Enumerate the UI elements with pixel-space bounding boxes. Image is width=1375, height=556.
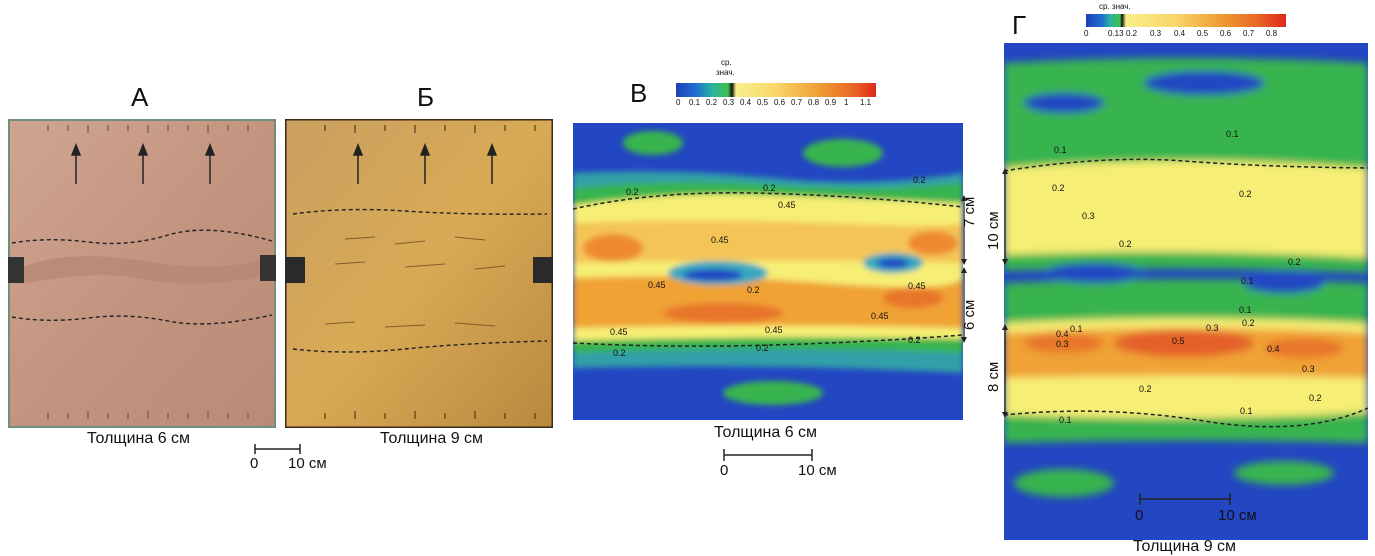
- contour-label: 0.2: [1139, 384, 1152, 394]
- legend-v-tick: 1: [844, 98, 849, 107]
- contour-label: 0.2: [613, 348, 626, 358]
- scale-bar-v: [720, 448, 820, 462]
- heatmap-v: 0.2 0.2 0.45 0.2 0.45 0.45 0.2 0.45 0.45…: [573, 123, 963, 420]
- legend-g-tick: 0.6: [1220, 29, 1232, 38]
- contour-label: 0.3: [1056, 339, 1069, 349]
- contour-label: 0.2: [1239, 189, 1252, 199]
- legend-v-tick: 0.9: [825, 98, 837, 107]
- zone-g-lower-label: 8 см: [985, 361, 1002, 392]
- scale-g-zero: 0: [1135, 507, 1144, 524]
- photo-a: [8, 119, 276, 428]
- legend-g-title: ср. знач.: [1099, 2, 1131, 11]
- legend-v-tick: 0.8: [808, 98, 820, 107]
- heatmap-g: 0.1 0.1 0.2 0.2 0.3 0.2 0.2 0.1 0.1 0.2 …: [1004, 43, 1368, 540]
- contour-label: 0.1: [1054, 145, 1067, 155]
- contour-label: 0.2: [1052, 183, 1065, 193]
- legend-v-title-1: ср.: [721, 58, 732, 67]
- legend-v-tick: 1.1: [860, 98, 872, 107]
- legend-v-tick: 0.2: [706, 98, 718, 107]
- contour-label: 0.2: [908, 335, 921, 345]
- contour-label: 0.3: [1302, 364, 1315, 374]
- contour-label: 0.45: [610, 327, 628, 337]
- zone-bracket-v: [958, 195, 970, 345]
- caption-b: Толщина 9 см: [380, 430, 484, 447]
- panel-letter-a: А: [131, 82, 149, 112]
- contour-label: 0.1: [1070, 324, 1083, 334]
- legend-v-colorbar: [676, 83, 876, 97]
- contour-label: 0.2: [756, 343, 769, 353]
- contour-label: 0.4: [1056, 329, 1069, 339]
- contour-label: 0.2: [747, 285, 760, 295]
- photo-b: [285, 119, 553, 428]
- scale-g-ten: 10 см: [1218, 507, 1257, 524]
- legend-g-tick: 0.8: [1266, 29, 1278, 38]
- zone-g-upper-label: 10 см: [985, 211, 1002, 250]
- legend-v-tick: 0.7: [791, 98, 803, 107]
- scale-ab-ten: 10 см: [288, 455, 327, 472]
- contour-label: 0.45: [648, 280, 666, 290]
- contour-label: 0.1: [1240, 406, 1253, 416]
- scale-ab-zero: 0: [250, 455, 259, 472]
- contour-label: 0.2: [913, 175, 926, 185]
- panel-letter-g: Г: [1012, 10, 1027, 40]
- contour-label: 0.3: [1206, 323, 1219, 333]
- caption-g: Толщина 9 см: [1133, 538, 1237, 555]
- scale-v-ten: 10 см: [798, 462, 837, 479]
- legend-v-tick: 0.3: [723, 98, 735, 107]
- contour-label: 0.45: [711, 235, 729, 245]
- scale-bar-ab: [250, 444, 310, 456]
- legend-g-tick: 0.5: [1197, 29, 1209, 38]
- legend-g-colorbar: [1086, 14, 1286, 27]
- contour-label: 0.45: [778, 200, 796, 210]
- contour-label: 0.45: [871, 311, 889, 321]
- legend-g-tick: 0.2: [1126, 29, 1138, 38]
- scale-v-zero: 0: [720, 462, 729, 479]
- contour-label: 0.2: [1119, 239, 1132, 249]
- contour-label: 0.2: [763, 183, 776, 193]
- contour-label: 0.2: [1288, 257, 1301, 267]
- legend-v-tick: 0.6: [774, 98, 786, 107]
- contour-label: 0.45: [765, 325, 783, 335]
- contour-label: 0.3: [1082, 211, 1095, 221]
- legend-g-tick: 0.7: [1243, 29, 1255, 38]
- legend-g-tick: 0.4: [1174, 29, 1186, 38]
- zone-v-upper-label: 7 см: [961, 196, 978, 227]
- legend-v-tick: 0.5: [757, 98, 769, 107]
- legend-g-tick: 0.3: [1150, 29, 1162, 38]
- contour-label: 0.1: [1239, 305, 1252, 315]
- panel-letter-v: В: [630, 78, 648, 108]
- contour-label: 0.2: [626, 187, 639, 197]
- contour-label: 0.1: [1059, 415, 1072, 425]
- panel-letter-b: Б: [417, 82, 435, 112]
- contour-label: 0.1: [1226, 129, 1239, 139]
- legend-v-tick: 0: [676, 98, 681, 107]
- legend-v-tick: 0.4: [740, 98, 752, 107]
- contour-label: 0.1: [1241, 276, 1254, 286]
- legend-g-tick: 0.13: [1108, 29, 1124, 38]
- legend-v-title-2: знач.: [716, 68, 735, 77]
- contour-label: 0.4: [1267, 344, 1280, 354]
- zone-bracket-g: [999, 168, 1011, 420]
- contour-label: 0.2: [1309, 393, 1322, 403]
- contour-label: 0.2: [1242, 318, 1255, 328]
- caption-a: Толщина 6 см: [87, 430, 191, 447]
- caption-v: Толщина 6 см: [714, 424, 818, 441]
- contour-label: 0.5: [1172, 336, 1185, 346]
- legend-v-tick: 0.1: [689, 98, 701, 107]
- zone-v-lower-label: 6 см: [961, 299, 978, 330]
- contour-label: 0.45: [908, 281, 926, 291]
- legend-g-tick: 0: [1084, 29, 1089, 38]
